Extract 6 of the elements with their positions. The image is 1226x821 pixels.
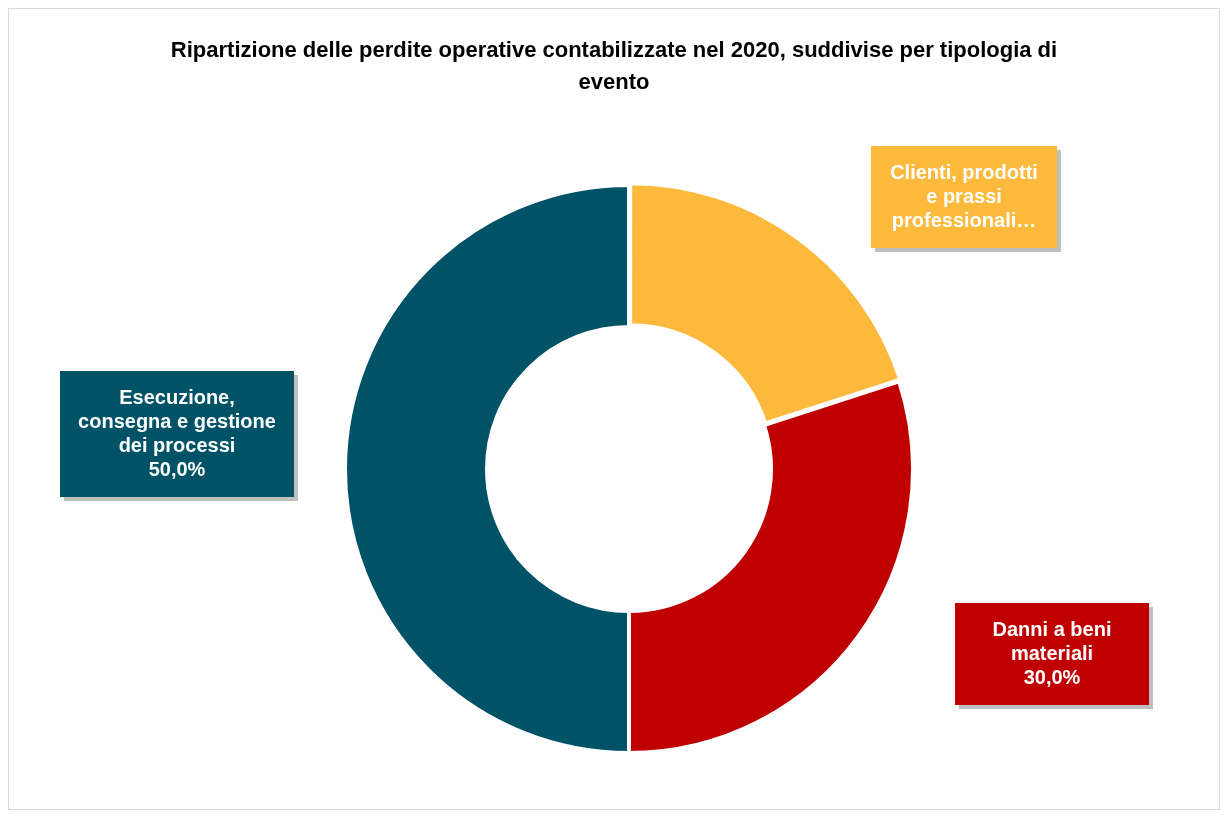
data-label: 50,0% <box>148 457 206 480</box>
slice-label: Esecuzione, consegna e gestione dei processi <box>78 385 276 456</box>
data-label: 30,0% <box>1023 665 1081 688</box>
chart-title: Ripartizione delle perdite operative contabilizzate nel 2020, suddivise per tipologia di evento <box>170 37 1058 95</box>
slice-label: Clienti, prodotti e prassi professionali… <box>890 160 1038 231</box>
slice-label: Danni a beni materiali <box>992 617 1112 664</box>
